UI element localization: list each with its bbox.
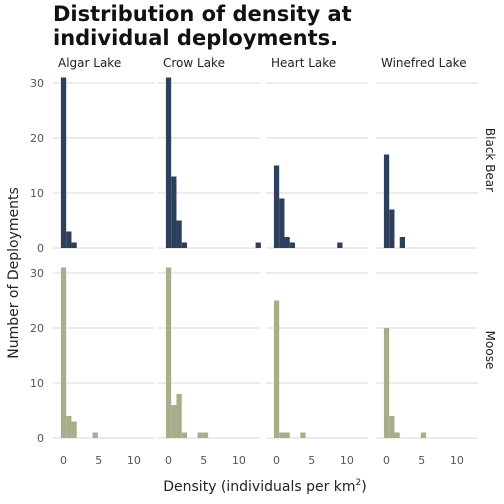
x-tick-label-algar-lake-5: 5 <box>95 454 102 467</box>
histogram-bar-black-bear-algar-lake-1 <box>66 231 72 248</box>
x-tick-label-crow-lake-10: 10 <box>232 454 246 467</box>
histogram-bar-black-bear-crow-lake-3 <box>181 242 188 248</box>
histogram-bar-black-bear-heart-lake-2 <box>284 237 290 248</box>
histogram-bar-moose-heart-lake-2 <box>284 432 290 438</box>
histogram-bar-moose-crow-lake-2 <box>176 394 182 438</box>
x-tick-label-winefred-lake-10: 10 <box>450 454 464 467</box>
histogram-bar-black-bear-crow-lake-4 <box>255 242 261 248</box>
x-tick-label-algar-lake-0: 0 <box>60 454 67 467</box>
y-tick-label-black-bear-0: 0 <box>37 242 44 255</box>
x-axis-title-main: Density (individuals per km <box>163 479 355 495</box>
histogram-bar-black-bear-algar-lake-0 <box>60 77 67 248</box>
x-axis-title-end: ) <box>361 479 366 495</box>
histogram-bar-moose-algar-lake-0 <box>60 267 67 438</box>
panel-grid: 0 10 20 30 Black Bear Algar Lake Crow Lake Hear… <box>30 56 497 467</box>
x-tick-label-winefred-lake-5: 5 <box>418 454 425 467</box>
x-axis-title-superscript: 2 <box>356 478 362 488</box>
chart-title-line-1: Distribution of density at <box>53 2 352 26</box>
histogram-bar-moose-winefred-lake-2 <box>394 432 400 438</box>
histogram-bar-moose-crow-lake-3 <box>181 432 188 438</box>
x-tick-label-heart-lake-10: 10 <box>340 454 354 467</box>
histogram-bar-moose-crow-lake-0 <box>165 267 172 438</box>
y-tick-label-black-bear-30: 30 <box>30 77 44 90</box>
histogram-bar-moose-algar-lake-2 <box>71 421 77 438</box>
chart-title-line-2: individual deployments. <box>53 26 338 50</box>
histogram-bar-black-bear-crow-lake-2 <box>176 220 182 248</box>
column-strip-winefred-lake: Winefred Lake <box>381 56 467 70</box>
y-tick-label-moose-10: 10 <box>30 377 44 390</box>
histogram-bar-moose-winefred-lake-0 <box>383 328 390 438</box>
histogram-bar-black-bear-heart-lake-0 <box>273 165 280 248</box>
histogram-bar-moose-crow-lake-1 <box>171 405 177 438</box>
x-tick-label-crow-lake-0: 0 <box>165 454 172 467</box>
y-tick-label-moose-30: 30 <box>30 267 44 280</box>
histogram-bar-black-bear-winefred-lake-1 <box>389 209 395 248</box>
x-tick-label-algar-lake-10: 10 <box>127 454 141 467</box>
histogram-bar-moose-heart-lake-3 <box>300 432 306 438</box>
row-strip-black-bear: Black Bear <box>483 128 497 192</box>
row-strip-moose: Moose <box>483 331 497 370</box>
histogram-bar-black-bear-crow-lake-1 <box>171 176 177 248</box>
x-tick-label-heart-lake-0: 0 <box>273 454 280 467</box>
y-tick-label-black-bear-10: 10 <box>30 187 44 200</box>
column-strip-algar-lake: Algar Lake <box>58 56 121 70</box>
x-tick-label-heart-lake-5: 5 <box>308 454 315 467</box>
histogram-bar-black-bear-algar-lake-2 <box>71 242 77 248</box>
x-tick-label-winefred-lake-0: 0 <box>383 454 390 467</box>
histogram-bar-moose-winefred-lake-3 <box>420 432 427 438</box>
column-strip-crow-lake: Crow Lake <box>163 56 225 70</box>
histogram-bar-moose-winefred-lake-1 <box>389 416 395 438</box>
histogram-bar-moose-heart-lake-1 <box>279 432 285 438</box>
histogram-bar-moose-algar-lake-3 <box>92 432 98 438</box>
histogram-bar-moose-crow-lake-5 <box>202 432 209 438</box>
histogram-bar-moose-heart-lake-0 <box>273 300 280 438</box>
y-tick-label-moose-0: 0 <box>37 432 44 445</box>
histogram-bar-black-bear-crow-lake-0 <box>165 77 172 248</box>
histogram-bar-moose-algar-lake-1 <box>66 416 72 438</box>
histogram-bar-black-bear-heart-lake-3 <box>289 242 296 248</box>
histogram-bar-black-bear-heart-lake-4 <box>337 242 343 248</box>
y-axis-title: Number of Deployments <box>6 187 22 359</box>
y-tick-label-black-bear-20: 20 <box>30 132 44 145</box>
histogram-bar-moose-crow-lake-4 <box>197 432 203 438</box>
histogram-bar-black-bear-heart-lake-1 <box>279 198 285 248</box>
column-strip-heart-lake: Heart Lake <box>271 56 336 70</box>
histogram-bar-black-bear-winefred-lake-0 <box>383 154 390 248</box>
x-axis-title: Density (individuals per km2) <box>163 478 366 495</box>
y-tick-label-moose-20: 20 <box>30 322 44 335</box>
x-tick-label-crow-lake-5: 5 <box>200 454 207 467</box>
histogram-bar-black-bear-winefred-lake-2 <box>399 237 406 248</box>
